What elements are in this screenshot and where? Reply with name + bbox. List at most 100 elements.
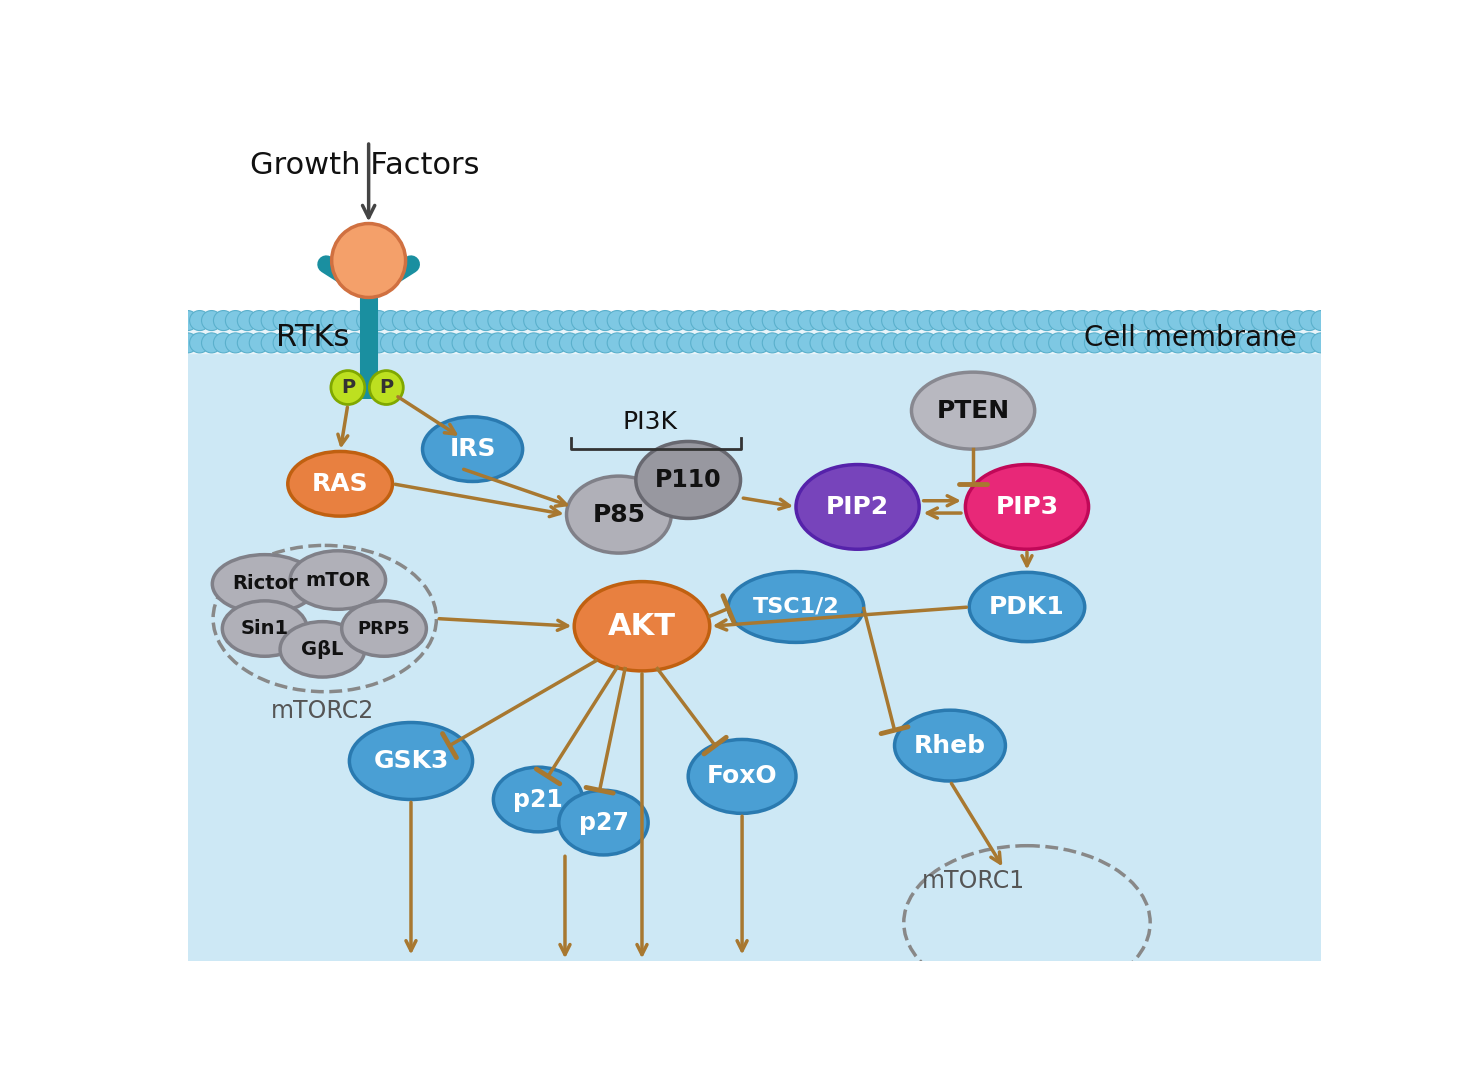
Circle shape (882, 311, 902, 330)
Circle shape (1192, 311, 1211, 330)
Circle shape (417, 311, 436, 330)
Circle shape (1228, 333, 1248, 353)
Circle shape (1013, 311, 1033, 330)
Text: TSC1/2: TSC1/2 (752, 597, 839, 617)
Circle shape (1181, 333, 1200, 353)
Circle shape (274, 311, 293, 330)
Circle shape (1216, 311, 1235, 330)
Circle shape (344, 333, 365, 353)
Text: GSK3: GSK3 (374, 750, 449, 773)
Ellipse shape (911, 373, 1035, 449)
Ellipse shape (796, 464, 919, 550)
Circle shape (714, 333, 735, 353)
Circle shape (1204, 311, 1223, 330)
Ellipse shape (895, 711, 1005, 781)
Circle shape (1204, 333, 1223, 353)
Text: PIP2: PIP2 (826, 495, 889, 518)
Text: Sin1: Sin1 (240, 619, 289, 638)
Ellipse shape (422, 417, 523, 482)
Circle shape (858, 333, 877, 353)
Text: PI3K: PI3K (623, 409, 677, 434)
Circle shape (1025, 333, 1045, 353)
Circle shape (178, 333, 197, 353)
Circle shape (512, 311, 531, 330)
Circle shape (571, 311, 592, 330)
Text: P85: P85 (592, 502, 645, 527)
Circle shape (487, 333, 508, 353)
Circle shape (1251, 311, 1272, 330)
Circle shape (309, 311, 328, 330)
Circle shape (1192, 333, 1211, 353)
Circle shape (559, 311, 580, 330)
Text: P: P (380, 378, 393, 397)
Circle shape (655, 311, 676, 330)
Ellipse shape (559, 791, 648, 855)
Circle shape (679, 333, 699, 353)
Circle shape (1239, 311, 1260, 330)
Circle shape (810, 333, 830, 353)
Circle shape (643, 311, 662, 330)
Circle shape (762, 311, 782, 330)
Circle shape (249, 311, 269, 330)
Circle shape (524, 311, 543, 330)
Circle shape (643, 333, 662, 353)
Circle shape (237, 311, 258, 330)
Circle shape (583, 333, 604, 353)
Text: RTKs: RTKs (277, 323, 350, 352)
Circle shape (369, 370, 403, 405)
Circle shape (1216, 333, 1235, 353)
Bar (188, 130, 1320, 311)
Circle shape (261, 333, 281, 353)
Circle shape (1013, 333, 1033, 353)
Circle shape (536, 311, 555, 330)
Text: PRP5: PRP5 (358, 620, 411, 637)
Circle shape (417, 333, 436, 353)
Circle shape (882, 333, 902, 353)
Circle shape (321, 311, 342, 330)
Circle shape (237, 333, 258, 353)
Circle shape (905, 333, 926, 353)
Circle shape (1228, 311, 1248, 330)
Circle shape (1097, 311, 1116, 330)
Circle shape (331, 370, 365, 405)
Circle shape (333, 311, 353, 330)
Circle shape (1167, 311, 1188, 330)
Circle shape (821, 311, 842, 330)
Circle shape (966, 333, 985, 353)
Circle shape (475, 311, 496, 330)
Circle shape (1275, 333, 1295, 353)
Circle shape (739, 311, 758, 330)
Circle shape (846, 311, 866, 330)
Circle shape (500, 311, 520, 330)
Text: p27: p27 (578, 811, 629, 835)
Circle shape (475, 333, 496, 353)
Circle shape (213, 311, 234, 330)
Bar (188, 311, 1320, 961)
Circle shape (786, 311, 807, 330)
Circle shape (297, 333, 316, 353)
Circle shape (559, 333, 580, 353)
Circle shape (655, 333, 676, 353)
Circle shape (536, 333, 555, 353)
Text: GβL: GβL (302, 639, 343, 659)
Circle shape (1144, 333, 1164, 353)
Circle shape (1085, 311, 1104, 330)
Circle shape (810, 311, 830, 330)
Circle shape (202, 311, 222, 330)
Circle shape (620, 311, 639, 330)
Text: Growth Factors: Growth Factors (250, 151, 480, 180)
Circle shape (1048, 311, 1069, 330)
Circle shape (297, 311, 316, 330)
Circle shape (1263, 333, 1284, 353)
Circle shape (405, 333, 424, 353)
Ellipse shape (969, 572, 1085, 642)
Circle shape (190, 311, 209, 330)
Circle shape (1132, 333, 1153, 353)
Circle shape (714, 311, 735, 330)
Circle shape (331, 224, 406, 297)
Circle shape (929, 311, 949, 330)
Circle shape (1263, 311, 1284, 330)
Circle shape (440, 333, 461, 353)
Ellipse shape (574, 582, 710, 671)
Circle shape (989, 311, 1008, 330)
